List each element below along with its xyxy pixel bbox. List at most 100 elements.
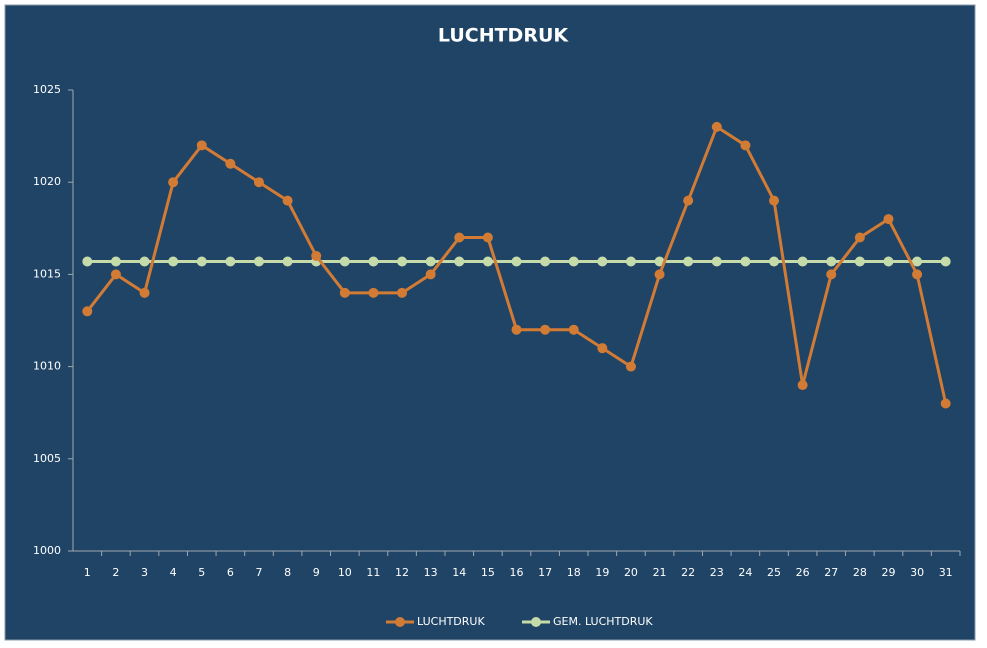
- point-marker: [711, 256, 722, 267]
- x-tick-label: 4: [170, 566, 177, 579]
- point-marker: [568, 324, 579, 335]
- x-tick-label: 26: [796, 566, 810, 579]
- point-marker: [797, 380, 808, 391]
- x-tick-label: 23: [710, 566, 724, 579]
- point-marker: [912, 269, 923, 280]
- point-marker: [368, 287, 379, 298]
- point-marker: [139, 287, 150, 298]
- x-tick-label: 10: [338, 566, 352, 579]
- point-marker: [769, 256, 780, 267]
- point-marker: [912, 256, 923, 267]
- point-marker: [110, 256, 121, 267]
- point-marker: [883, 256, 894, 267]
- point-marker: [454, 232, 465, 243]
- point-marker: [282, 195, 293, 206]
- point-marker: [625, 361, 636, 372]
- point-marker: [540, 324, 551, 335]
- legend-label: GEM. LUCHTDRUK: [553, 615, 653, 628]
- point-marker: [883, 214, 894, 225]
- point-marker: [311, 250, 322, 261]
- x-tick-label: 25: [767, 566, 781, 579]
- point-marker: [740, 140, 751, 151]
- point-marker: [454, 256, 465, 267]
- x-tick-label: 30: [910, 566, 924, 579]
- legend-marker: [531, 617, 541, 627]
- point-marker: [139, 256, 150, 267]
- legend-label: LUCHTDRUK: [417, 615, 485, 628]
- point-marker: [940, 256, 951, 267]
- x-tick-label: 13: [424, 566, 438, 579]
- x-tick-label: 8: [284, 566, 291, 579]
- point-marker: [711, 121, 722, 132]
- point-marker: [511, 324, 522, 335]
- y-tick-label: 1015: [33, 267, 61, 280]
- point-marker: [168, 256, 179, 267]
- point-marker: [282, 256, 293, 267]
- y-tick-label: 1000: [33, 544, 61, 557]
- x-tick-label: 7: [255, 566, 262, 579]
- x-tick-label: 3: [141, 566, 148, 579]
- point-marker: [625, 256, 636, 267]
- x-tick-label: 6: [227, 566, 234, 579]
- x-tick-label: 16: [510, 566, 524, 579]
- x-tick-label: 5: [198, 566, 205, 579]
- point-marker: [196, 256, 207, 267]
- point-marker: [339, 287, 350, 298]
- point-marker: [110, 269, 121, 280]
- point-marker: [654, 269, 665, 280]
- point-marker: [683, 256, 694, 267]
- point-marker: [397, 287, 408, 298]
- point-marker: [826, 269, 837, 280]
- point-marker: [253, 256, 264, 267]
- point-marker: [568, 256, 579, 267]
- x-tick-label: 28: [853, 566, 867, 579]
- x-tick-label: 2: [112, 566, 119, 579]
- point-marker: [225, 158, 236, 169]
- point-marker: [339, 256, 350, 267]
- point-marker: [368, 256, 379, 267]
- point-marker: [597, 256, 608, 267]
- chart-background: [4, 4, 976, 641]
- x-tick-label: 18: [567, 566, 581, 579]
- point-marker: [397, 256, 408, 267]
- point-marker: [769, 195, 780, 206]
- point-marker: [540, 256, 551, 267]
- point-marker: [482, 256, 493, 267]
- x-tick-label: 27: [824, 566, 838, 579]
- chart-title: LUCHTDRUK: [438, 25, 569, 47]
- x-tick-label: 12: [395, 566, 409, 579]
- point-marker: [425, 256, 436, 267]
- point-marker: [168, 177, 179, 188]
- x-tick-label: 24: [738, 566, 752, 579]
- y-tick-label: 1025: [33, 83, 61, 96]
- point-marker: [683, 195, 694, 206]
- point-marker: [196, 140, 207, 151]
- point-marker: [854, 256, 865, 267]
- x-tick-label: 31: [939, 566, 953, 579]
- y-tick-label: 1010: [33, 360, 61, 373]
- x-tick-label: 1: [84, 566, 91, 579]
- x-tick-label: 21: [653, 566, 667, 579]
- x-tick-label: 14: [452, 566, 466, 579]
- x-tick-label: 20: [624, 566, 638, 579]
- point-marker: [82, 256, 93, 267]
- point-marker: [826, 256, 837, 267]
- point-marker: [511, 256, 522, 267]
- x-tick-label: 17: [538, 566, 552, 579]
- y-tick-label: 1020: [33, 175, 61, 188]
- x-tick-label: 15: [481, 566, 495, 579]
- point-marker: [82, 306, 93, 317]
- x-tick-label: 19: [595, 566, 609, 579]
- legend-marker: [395, 617, 405, 627]
- point-marker: [940, 398, 951, 409]
- point-marker: [425, 269, 436, 280]
- point-marker: [253, 177, 264, 188]
- x-tick-label: 9: [313, 566, 320, 579]
- y-tick-label: 1005: [33, 452, 61, 465]
- point-marker: [597, 343, 608, 354]
- x-tick-label: 22: [681, 566, 695, 579]
- point-marker: [854, 232, 865, 243]
- point-marker: [225, 256, 236, 267]
- x-tick-label: 11: [366, 566, 380, 579]
